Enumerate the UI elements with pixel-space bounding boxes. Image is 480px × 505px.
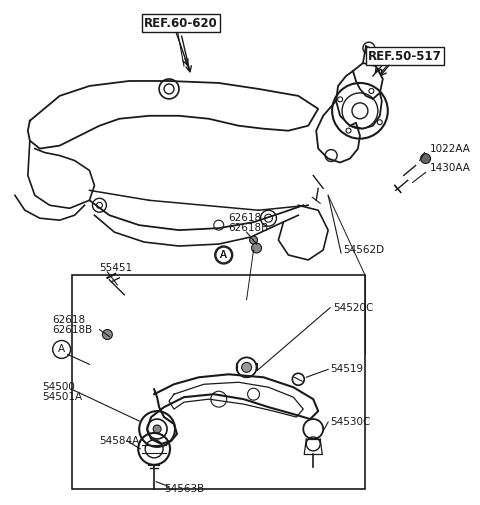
Circle shape bbox=[346, 128, 351, 133]
Circle shape bbox=[250, 236, 258, 244]
Text: 62618B: 62618B bbox=[53, 325, 93, 334]
Text: A: A bbox=[220, 250, 228, 260]
Circle shape bbox=[241, 363, 252, 372]
Bar bbox=[72, 275, 365, 489]
Circle shape bbox=[102, 330, 112, 339]
Circle shape bbox=[252, 243, 262, 253]
Text: 54520C: 54520C bbox=[333, 302, 373, 313]
Text: A: A bbox=[58, 344, 65, 355]
Text: 54530C: 54530C bbox=[330, 417, 371, 427]
Text: 54500: 54500 bbox=[42, 382, 74, 392]
Circle shape bbox=[369, 88, 374, 93]
Text: REF.50-517: REF.50-517 bbox=[368, 49, 442, 63]
Text: 62618: 62618 bbox=[53, 315, 86, 325]
Text: 1430AA: 1430AA bbox=[430, 164, 470, 174]
Text: 1022AA: 1022AA bbox=[430, 143, 470, 154]
Circle shape bbox=[420, 154, 431, 164]
Circle shape bbox=[377, 120, 382, 125]
Circle shape bbox=[337, 97, 343, 102]
Text: A: A bbox=[220, 250, 227, 260]
Text: 62618: 62618 bbox=[228, 213, 262, 223]
Text: 54584A: 54584A bbox=[99, 436, 140, 446]
Circle shape bbox=[153, 425, 161, 433]
Text: 54562D: 54562D bbox=[343, 245, 384, 255]
Text: REF.60-620: REF.60-620 bbox=[144, 17, 218, 30]
Text: 54519: 54519 bbox=[330, 364, 363, 374]
Text: 54501A: 54501A bbox=[42, 392, 82, 402]
Text: 54563B: 54563B bbox=[164, 484, 204, 494]
Text: 62618B: 62618B bbox=[228, 223, 269, 233]
Text: 55451: 55451 bbox=[99, 263, 132, 273]
